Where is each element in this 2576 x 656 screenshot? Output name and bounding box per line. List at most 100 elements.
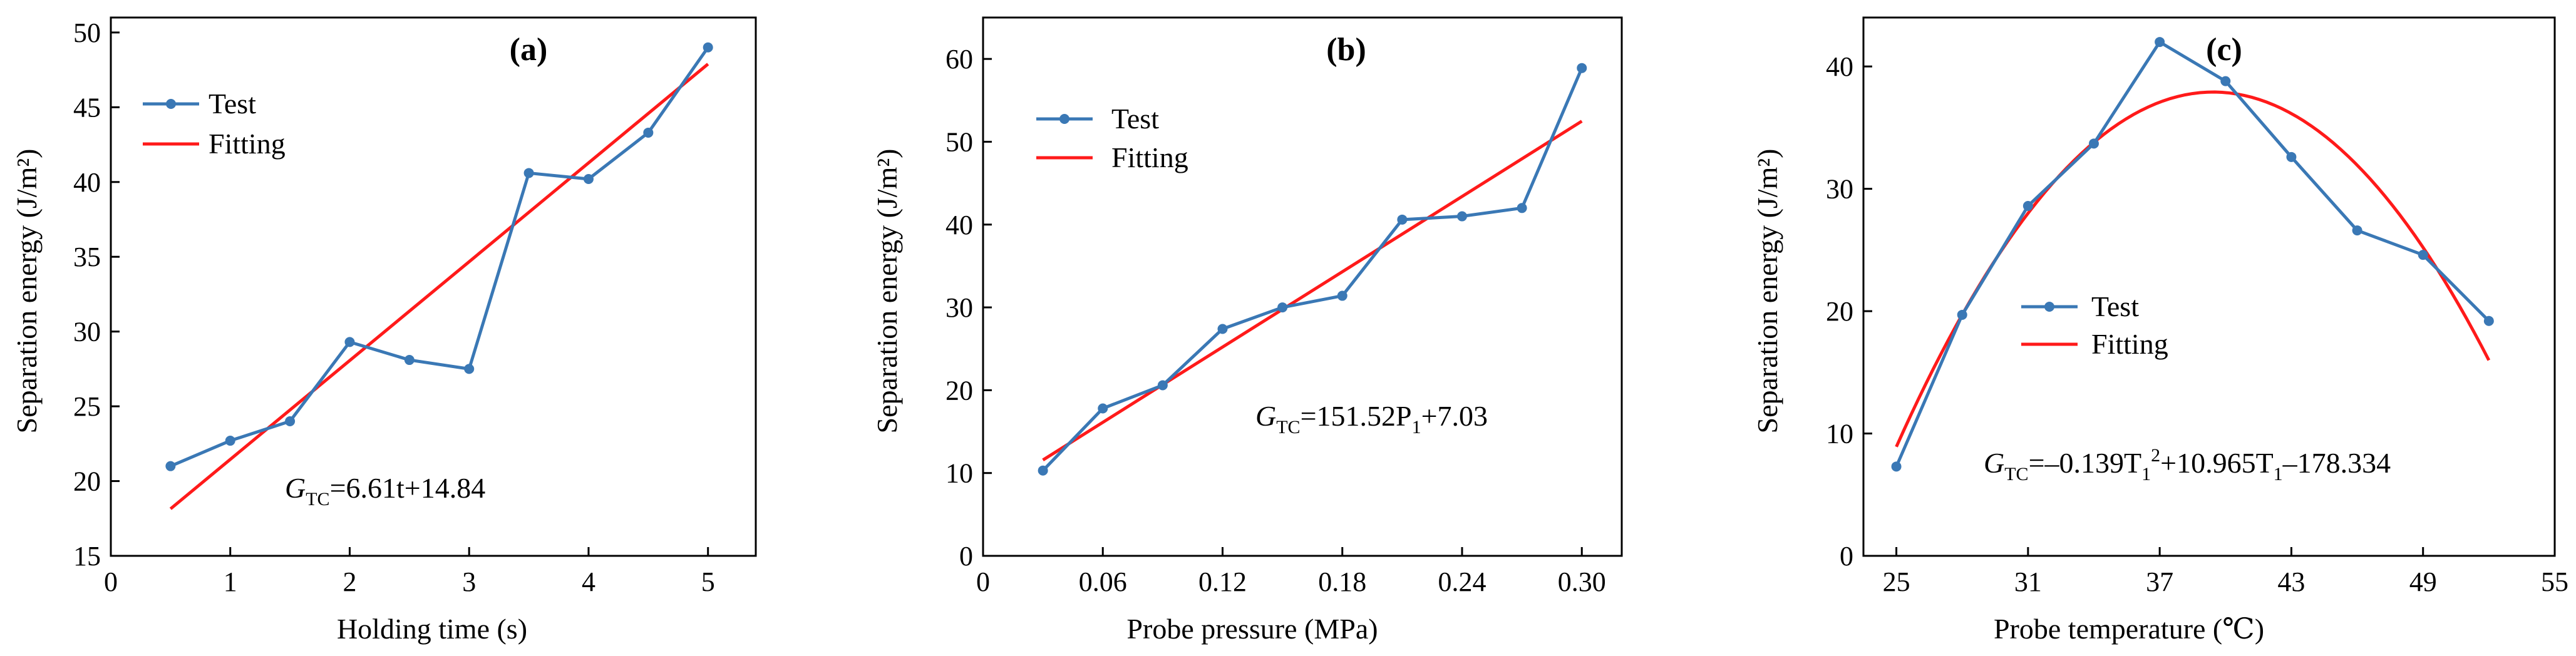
fit-equation-c: GTC=–0.139T12+10.965T1–178.334: [1984, 445, 2391, 484]
y-tick-label-c-0: 0: [1840, 541, 1853, 571]
legend-b: Test Fitting: [1036, 103, 1188, 173]
fitting-line-a: [169, 63, 709, 510]
legend-test-label-c: Test: [2091, 290, 2139, 322]
test-series-a: [165, 42, 713, 471]
test-path-a: [170, 46, 709, 468]
panel-label-b: (b): [1326, 32, 1366, 68]
x-axis-b: 0 0.06 0.12 0.18 0.24 0.30: [976, 547, 1606, 597]
x-tick-label-c-2: 37: [2146, 566, 2173, 597]
test-point-c-1: [1957, 309, 1967, 320]
test-point-c-5: [2220, 76, 2231, 86]
test-point-c-6: [2286, 151, 2297, 162]
panel-label-c: (c): [2206, 32, 2242, 68]
test-point-c-8: [2418, 250, 2428, 260]
y-tick-label-c-1: 10: [1826, 419, 1853, 449]
test-point-c-4: [2155, 37, 2165, 48]
y-axis-a: 15 20 25 30 35 40 45 50: [73, 18, 120, 571]
x-tick-label-b-4: 0.24: [1438, 566, 1486, 597]
test-series-b: [1038, 63, 1587, 476]
fit-equation-b: GTC=151.52P1+7.03: [1255, 400, 1488, 438]
x-tick-label-a-0: 0: [104, 566, 118, 597]
y-tick-label-a-2: 25: [73, 391, 101, 422]
test-point-b-6: [1397, 214, 1408, 225]
legend-c: Test Fitting: [2021, 290, 2168, 360]
x-axis-title-c: Probe temperature (℃): [1994, 613, 2264, 645]
plot-frame-a: [110, 16, 757, 557]
x-tick-label-a-5: 5: [701, 566, 715, 597]
y-tick-label-a-7: 50: [73, 18, 101, 48]
test-point-a-7: [583, 174, 594, 184]
y-tick-label-b-0: 0: [959, 541, 973, 571]
fitting-curve-c: [1895, 90, 2491, 448]
legend-test-label-a: Test: [209, 88, 256, 120]
x-tick-label-c-3: 43: [2277, 566, 2305, 597]
y-tick-label-b-4: 40: [945, 210, 973, 240]
test-point-c-2: [2022, 201, 2033, 211]
legend-fit-label-c: Fitting: [2091, 328, 2168, 360]
fitting-path-a: [169, 63, 709, 510]
panel-label-a: (a): [510, 32, 548, 68]
x-axis-c: 25 31 37 43 49 55: [1883, 547, 2568, 597]
x-tick-label-b-3: 0.18: [1318, 566, 1366, 597]
y-tick-label-b-3: 30: [945, 292, 973, 323]
x-tick-label-c-5: 55: [2541, 566, 2568, 597]
y-axis-c: 0 10 20 30 40: [1826, 51, 1872, 571]
x-tick-label-c-1: 31: [2014, 566, 2042, 597]
x-tick-label-a-4: 4: [582, 566, 595, 597]
x-tick-label-a-1: 1: [224, 566, 237, 597]
y-tick-label-a-5: 40: [73, 167, 101, 198]
test-path-b: [1041, 67, 1584, 472]
x-tick-label-b-2: 0.12: [1198, 566, 1247, 597]
test-path-c: [1895, 40, 2490, 468]
legend-test-marker-b: [1059, 114, 1069, 124]
x-tick-label-c-0: 25: [1883, 566, 1910, 597]
y-tick-label-a-6: 45: [73, 92, 101, 123]
legend-test-marker-c: [2044, 302, 2054, 312]
fitting-path-c: [1895, 90, 2491, 448]
test-point-c-3: [2089, 138, 2099, 149]
y-axis-b: 0 10 20 30 40 50 60: [945, 44, 992, 571]
x-axis-title-b: Probe pressure (MPa): [1126, 613, 1378, 645]
y-tick-label-b-5: 50: [945, 126, 973, 157]
test-point-b-2: [1157, 380, 1168, 391]
fitting-line-b: [1042, 120, 1583, 461]
test-point-a-8: [643, 127, 654, 138]
y-tick-label-c-3: 30: [1826, 174, 1853, 205]
x-tick-label-b-0: 0: [976, 566, 990, 597]
x-axis-title-a: Holding time (s): [337, 613, 527, 645]
y-tick-label-b-1: 10: [945, 458, 973, 489]
test-point-a-3: [344, 337, 355, 347]
test-point-a-4: [404, 355, 415, 366]
panel-c: 25 31 37 43 49 55 0 10 20 30 40 (c) Probe tempera…: [1751, 16, 2568, 645]
test-point-b-0: [1038, 465, 1048, 476]
test-point-a-1: [225, 436, 235, 446]
y-tick-label-b-6: 60: [945, 44, 973, 74]
plot-frame-b: [982, 16, 1623, 557]
test-point-b-4: [1277, 302, 1288, 313]
x-tick-label-b-5: 0.30: [1558, 566, 1606, 597]
y-tick-label-a-1: 20: [73, 466, 101, 497]
test-point-a-5: [464, 364, 475, 374]
legend-fit-label-a: Fitting: [209, 128, 286, 160]
legend-test-marker-a: [166, 99, 176, 109]
x-tick-label-b-1: 0.06: [1079, 566, 1127, 597]
test-point-a-0: [165, 461, 176, 471]
x-axis-a: 0 1 2 3 4 5: [104, 547, 715, 597]
legend-fit-label-b: Fitting: [1111, 141, 1188, 173]
x-tick-label-c-4: 49: [2409, 566, 2437, 597]
legend-test-label-b: Test: [1111, 103, 1159, 135]
test-point-b-1: [1098, 403, 1108, 414]
test-point-c-0: [1891, 461, 1902, 472]
y-tick-label-c-4: 40: [1826, 51, 1853, 82]
y-tick-label-b-2: 20: [945, 375, 973, 406]
y-axis-title-a: Separation energy (J/m²): [11, 149, 43, 434]
test-point-a-2: [285, 416, 296, 426]
plot-frame-c: [1862, 16, 2556, 557]
test-point-c-7: [2352, 225, 2362, 236]
test-series-c: [1891, 37, 2494, 472]
test-point-a-9: [703, 42, 713, 53]
y-axis-title-b: Separation energy (J/m²): [871, 149, 903, 434]
legend-a: Test Fitting: [143, 88, 286, 160]
